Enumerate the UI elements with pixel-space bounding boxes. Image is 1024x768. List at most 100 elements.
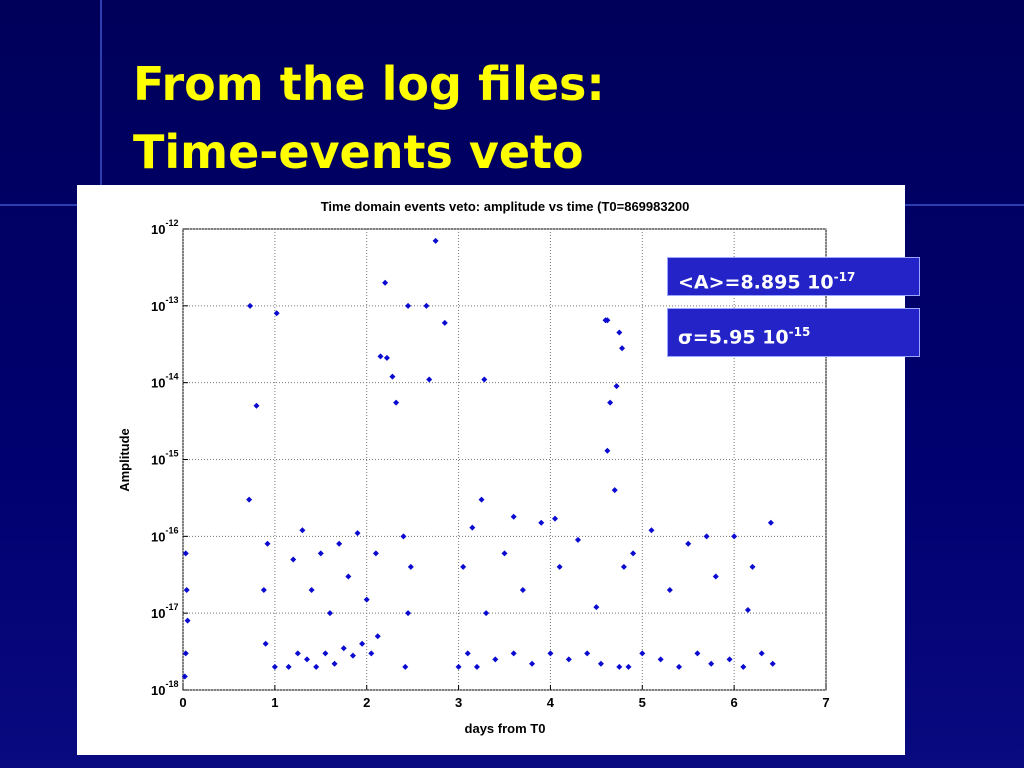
stat-exponent: -17 (833, 270, 856, 284)
point (368, 650, 375, 657)
point (481, 376, 488, 383)
point (345, 573, 352, 580)
point (607, 399, 614, 406)
tick-base: 10 (151, 529, 165, 544)
point (285, 663, 292, 670)
x-tick-label: 0 (179, 695, 186, 710)
point (767, 519, 774, 526)
tick-exponent: -17 (165, 602, 178, 612)
point (253, 402, 260, 409)
point (620, 563, 627, 570)
x-tick-label: 7 (822, 695, 829, 710)
point (340, 645, 347, 652)
point (460, 563, 467, 570)
point (464, 650, 471, 657)
point (455, 663, 462, 670)
point (731, 533, 738, 540)
point (405, 302, 412, 309)
chart-title: Time domain events veto: amplitude vs ti… (321, 199, 690, 214)
x-tick-label: 6 (731, 695, 738, 710)
x-tick-label: 2 (363, 695, 370, 710)
point (666, 587, 673, 594)
point (625, 663, 632, 670)
tick-exponent: -18 (165, 679, 178, 689)
point (613, 383, 620, 390)
point (639, 650, 646, 657)
point (402, 663, 409, 670)
decor-line (100, 0, 102, 205)
point (478, 496, 485, 503)
point (685, 540, 692, 547)
tick-base: 10 (151, 606, 165, 621)
point (708, 660, 715, 667)
point (749, 563, 756, 570)
point (393, 399, 400, 406)
x-axis-label: days from T0 (465, 721, 546, 736)
point (584, 650, 591, 657)
point (758, 650, 765, 657)
title-line: Time-events veto (133, 125, 584, 179)
y-tick-label: 10-18 (151, 679, 178, 698)
point (473, 663, 480, 670)
point (604, 317, 611, 324)
point (374, 633, 381, 640)
tick-base: 10 (151, 376, 165, 391)
y-tick-label: 10-17 (151, 602, 178, 621)
point (423, 302, 430, 309)
point (726, 656, 733, 663)
point (377, 353, 384, 360)
point (182, 550, 189, 557)
point (294, 650, 301, 657)
point (519, 587, 526, 594)
title-line: From the log files: (133, 57, 605, 111)
y-tick-label: 10-16 (151, 525, 178, 544)
point (426, 376, 433, 383)
point (547, 650, 554, 657)
point (299, 527, 306, 534)
point (694, 650, 701, 657)
point (657, 656, 664, 663)
stat-text: <A>=8.895 10 (678, 271, 834, 294)
point (382, 279, 389, 286)
point (593, 604, 600, 611)
point (492, 656, 499, 663)
tick-exponent: -15 (165, 449, 178, 459)
point (400, 533, 407, 540)
point (744, 606, 751, 613)
point (712, 573, 719, 580)
point (648, 527, 655, 534)
point (372, 550, 379, 557)
y-axis-label: Amplitude (117, 428, 132, 492)
point (616, 663, 623, 670)
point (529, 660, 536, 667)
point (405, 610, 412, 617)
point (264, 540, 271, 547)
point (769, 660, 776, 667)
point (432, 237, 439, 244)
point (363, 596, 370, 603)
y-tick-label: 10-15 (151, 449, 178, 468)
point (552, 515, 559, 522)
y-tick-label: 10-13 (151, 295, 178, 314)
point (703, 533, 710, 540)
slide-title: From the log files: Time-events veto (133, 50, 605, 186)
point (616, 329, 623, 336)
point (619, 345, 626, 352)
tick-exponent: -14 (165, 372, 178, 382)
point (469, 524, 476, 531)
y-tick-label: 10-14 (151, 372, 178, 391)
tick-base: 10 (151, 299, 165, 314)
point (574, 536, 581, 543)
point (304, 656, 311, 663)
y-tick-label: 10-12 (151, 218, 178, 237)
point (260, 587, 267, 594)
point (556, 563, 563, 570)
point (349, 652, 356, 659)
point (313, 663, 320, 670)
point (740, 663, 747, 670)
x-tick-label: 1 (271, 695, 278, 710)
point (181, 673, 188, 680)
tick-base: 10 (151, 683, 165, 698)
point (383, 354, 390, 361)
